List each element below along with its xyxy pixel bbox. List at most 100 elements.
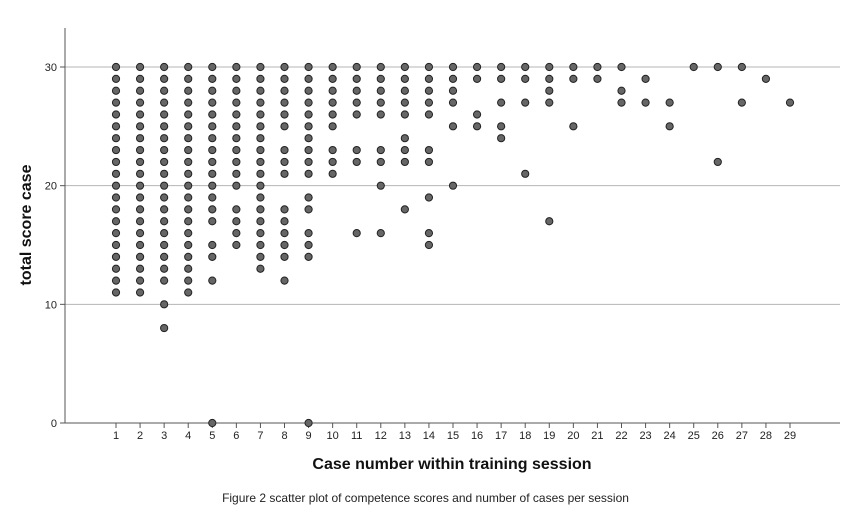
data-point xyxy=(135,264,145,273)
data-point xyxy=(256,193,265,202)
data-point xyxy=(184,193,193,202)
data-point xyxy=(184,134,193,143)
data-point xyxy=(448,122,458,131)
x-tick-label: 10 xyxy=(327,430,339,442)
data-point xyxy=(111,276,121,285)
x-tick-label: 5 xyxy=(209,430,215,442)
data-point xyxy=(160,240,169,250)
data-point xyxy=(160,98,169,107)
data-point xyxy=(184,240,193,250)
data-point xyxy=(111,252,121,261)
data-point xyxy=(135,240,145,250)
data-point xyxy=(304,169,313,178)
data-point xyxy=(208,62,217,72)
data-point xyxy=(208,74,217,83)
x-tick-label: 24 xyxy=(664,430,676,442)
data-point xyxy=(376,74,385,83)
data-point xyxy=(376,86,385,95)
data-point xyxy=(424,110,434,119)
data-point xyxy=(448,86,458,95)
data-point xyxy=(256,157,265,167)
data-point xyxy=(256,145,265,155)
data-point xyxy=(135,62,145,72)
data-point xyxy=(111,122,121,131)
x-axis-label: Case number within training session xyxy=(312,456,591,473)
data-point xyxy=(184,252,193,261)
x-tick-label: 14 xyxy=(423,430,435,442)
data-point xyxy=(256,169,265,178)
data-points xyxy=(111,62,795,428)
data-point xyxy=(256,264,265,273)
data-point xyxy=(761,74,771,83)
data-point xyxy=(617,86,626,95)
data-point xyxy=(208,276,217,285)
data-point xyxy=(256,181,265,190)
data-point xyxy=(111,264,121,273)
data-point xyxy=(135,169,145,178)
data-point xyxy=(665,98,674,107)
data-point xyxy=(111,157,121,167)
data-point xyxy=(328,122,337,131)
data-point xyxy=(232,145,241,155)
data-point xyxy=(184,181,193,190)
data-point xyxy=(424,157,434,167)
data-point xyxy=(400,98,409,107)
data-point xyxy=(111,145,121,155)
data-point xyxy=(352,145,361,155)
data-point xyxy=(497,134,506,143)
data-point xyxy=(328,98,337,107)
data-point xyxy=(135,181,145,190)
data-point xyxy=(184,288,193,297)
x-tick-label: 4 xyxy=(185,430,191,442)
data-point xyxy=(256,122,265,131)
data-point xyxy=(135,74,145,83)
data-point xyxy=(280,86,289,95)
data-point xyxy=(400,86,409,95)
data-point xyxy=(208,217,217,226)
data-point xyxy=(521,169,530,178)
data-point xyxy=(111,134,121,143)
x-tick-label: 19 xyxy=(543,430,555,442)
data-point xyxy=(569,62,578,72)
data-point xyxy=(135,98,145,107)
data-point xyxy=(184,122,193,131)
data-point xyxy=(424,240,434,250)
data-point xyxy=(472,122,482,131)
data-point xyxy=(545,98,554,107)
data-point xyxy=(160,62,169,72)
data-point xyxy=(184,110,193,119)
x-tick-label: 29 xyxy=(784,430,796,442)
data-point xyxy=(160,110,169,119)
data-point xyxy=(135,205,145,214)
data-point xyxy=(376,181,385,190)
data-point xyxy=(208,193,217,202)
data-point xyxy=(400,110,409,119)
data-point xyxy=(280,276,289,285)
data-point xyxy=(617,98,626,107)
data-point xyxy=(232,217,241,226)
data-point xyxy=(111,229,121,238)
data-point xyxy=(280,157,289,167)
y-tick-label: 20 xyxy=(45,181,57,193)
data-point xyxy=(472,110,482,119)
data-point xyxy=(232,240,241,250)
data-point xyxy=(208,157,217,167)
data-point xyxy=(424,86,434,95)
data-point xyxy=(280,252,289,261)
data-point xyxy=(160,252,169,261)
data-point xyxy=(569,74,578,83)
data-point xyxy=(184,229,193,238)
data-point xyxy=(400,145,409,155)
x-tick-label: 9 xyxy=(306,430,312,442)
data-point xyxy=(713,157,722,167)
x-tick-label: 2 xyxy=(137,430,143,442)
data-point xyxy=(304,145,313,155)
data-point xyxy=(232,134,241,143)
data-point xyxy=(160,169,169,178)
data-point xyxy=(400,62,409,72)
data-point xyxy=(111,193,121,202)
data-point xyxy=(208,110,217,119)
data-point xyxy=(208,169,217,178)
data-point xyxy=(521,62,530,72)
data-point xyxy=(256,74,265,83)
